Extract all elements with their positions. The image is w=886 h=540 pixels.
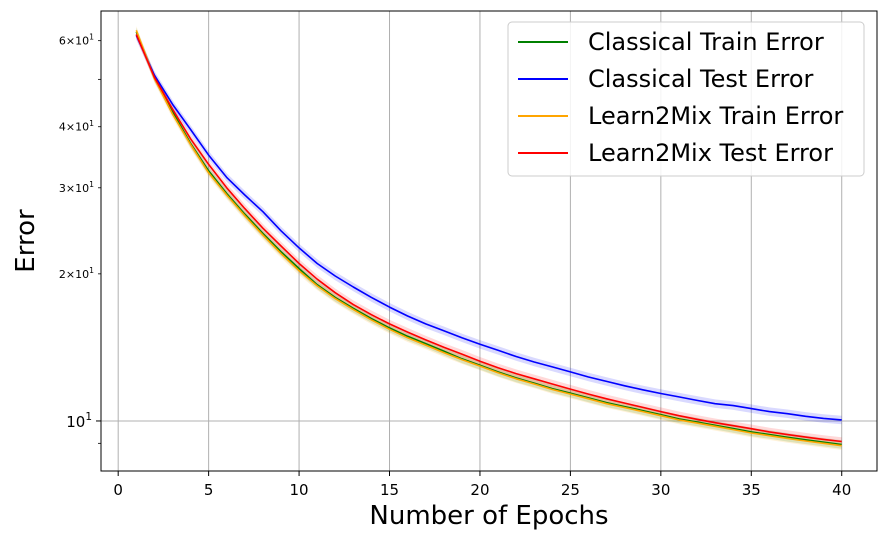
legend: Classical Train Error Classical Test Erro…	[507, 21, 865, 177]
x-tick-label: 15	[380, 481, 399, 499]
series-line	[135, 34, 842, 443]
y-axis-title: Error	[11, 209, 41, 273]
x-tick-label: 20	[470, 481, 489, 499]
x-tick-label: 5	[204, 481, 214, 499]
y-tick-label: 101	[66, 411, 92, 431]
x-tick-label: 0	[113, 481, 123, 499]
x-tick-label: 40	[832, 481, 851, 499]
x-axis-ticks: 0 5 10 15 20 25 30 35 40	[113, 471, 851, 499]
x-tick-label: 30	[651, 481, 670, 499]
y-axis-ticks: 101 2×101 3×101 4×101 6×101	[59, 33, 101, 444]
y-minor-tick-label: 2×101	[59, 266, 94, 281]
plot-frame	[100, 10, 878, 472]
x-tick-label: 25	[561, 481, 580, 499]
legend-box	[507, 21, 865, 177]
series-lines	[135, 30, 842, 447]
y-minor-tick-label: 3×101	[59, 180, 94, 195]
x-axis-title: Number of Epochs	[369, 501, 608, 531]
legend-label: Classical Test Error	[588, 65, 814, 93]
series-band	[136, 30, 842, 446]
y-minor-tick-label: 4×101	[59, 119, 94, 134]
x-tick-label: 10	[290, 481, 309, 499]
legend-label: Learn2Mix Train Error	[588, 102, 843, 130]
y-minor-tick-label: 6×101	[59, 33, 94, 48]
legend-label: Classical Train Error	[588, 28, 824, 56]
series-line	[135, 35, 842, 421]
legend-label: Learn2Mix Test Error	[588, 139, 833, 167]
series-line	[135, 30, 842, 447]
x-tick-label: 35	[742, 481, 761, 499]
